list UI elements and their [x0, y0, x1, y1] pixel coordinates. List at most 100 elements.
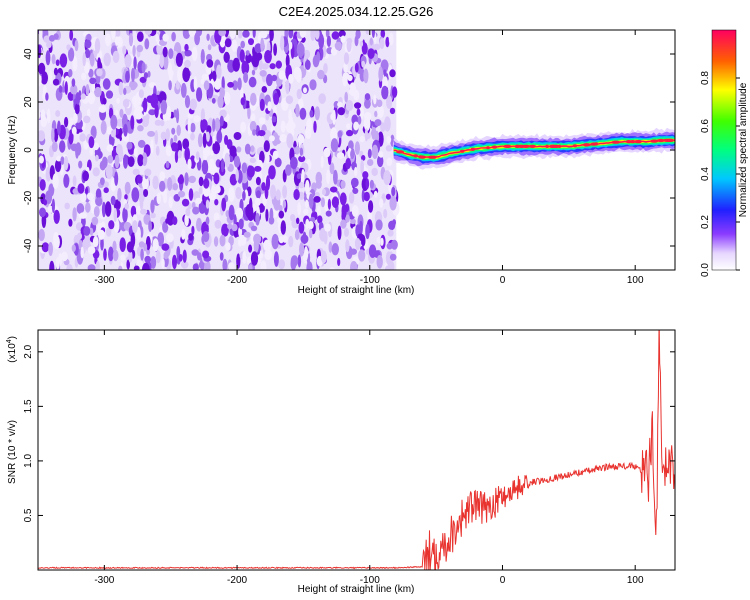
spectrogram-noise-cell [295, 103, 300, 118]
spectrogram-noise-cell [295, 67, 302, 83]
spectrogram-noise-cell [238, 237, 243, 247]
spectrogram-noise-cell [354, 166, 358, 177]
spectrogram-noise-cell [59, 140, 66, 153]
spectrogram-noise-cell [238, 218, 244, 230]
snr-x-label: Height of straight line (km) [298, 584, 415, 595]
spectrogram-y-tick-label: 40 [23, 48, 34, 60]
spectrogram-noise-cell [269, 63, 276, 70]
snr-y-tick-label: 0.5 [23, 508, 34, 522]
spectrogram-noise-cell [367, 148, 372, 159]
spectrogram-noise-cell [278, 259, 286, 270]
spectrogram-noise-cell [317, 205, 321, 219]
spectrogram-noise-cell [371, 167, 379, 177]
spectrogram-noise-cell [313, 120, 317, 133]
spectrogram-noise-cell [244, 143, 251, 155]
spectrogram-noise-cell [240, 171, 249, 184]
spectrogram-noise-cell [187, 113, 194, 119]
spectrogram-noise-cell [139, 196, 144, 210]
spectrogram-noise-cell [255, 212, 260, 226]
spectrogram-noise-cell [371, 30, 375, 38]
spectrogram-noise-cell [329, 162, 335, 175]
figure-title: C2E4.2025.034.12.25.G26 [279, 4, 434, 19]
spectrogram-noise-cell [106, 144, 114, 152]
spectrogram-noise-cell [66, 263, 73, 270]
spectrogram-noise-cell [316, 51, 321, 64]
spectrogram-noise-cell [128, 250, 133, 263]
spectrogram-noise-cell [271, 132, 279, 147]
spectrogram-noise-cell [314, 30, 320, 40]
spectrogram-noise-cell [165, 160, 170, 169]
spectrogram-noise-cell [346, 123, 351, 130]
spectrogram-noise-cell [255, 190, 261, 199]
spectrogram-noise-cell [93, 206, 100, 218]
spectrogram-noise-cell [260, 30, 268, 39]
spectrogram-noise-cell [196, 87, 203, 102]
spectrogram-noise-cell [43, 35, 51, 43]
spectrogram-noise-cell [289, 116, 294, 129]
spectrogram-noise-cell [362, 39, 366, 55]
spectrogram-noise-cell [359, 135, 366, 142]
spectrogram-noise-cell [247, 105, 251, 120]
spectrogram-noise-cell [309, 109, 314, 118]
spectrogram-noise-cell [345, 239, 350, 253]
spectrogram-noise-cell [320, 250, 327, 264]
spectrogram-noise-cell [365, 30, 370, 35]
spectrogram-noise-cell [144, 30, 153, 35]
spectrogram-noise-cell [239, 49, 245, 63]
spectrogram-noise-cell [323, 147, 331, 158]
spectrogram-noise-cell [197, 133, 203, 148]
spectrogram-noise-cell [213, 212, 220, 222]
spectrogram-noise-cell [358, 249, 366, 262]
spectrogram-noise-cell [55, 110, 61, 117]
spectrogram-noise-cell [355, 238, 361, 251]
spectrogram-noise-cell [141, 61, 146, 74]
spectrogram-noise-cell [43, 199, 48, 206]
spectrogram-noise-cell [102, 97, 107, 105]
spectrogram-noise-cell [219, 87, 225, 99]
spectrogram-noise-cell [192, 206, 200, 215]
spectrogram-track-peak [545, 144, 549, 148]
spectrogram-noise-cell [327, 198, 331, 210]
spectrogram-noise-cell [123, 154, 128, 169]
spectrogram-noise-cell [124, 194, 128, 200]
spectrogram-noise-cell [136, 175, 143, 184]
spectrogram-noise-cell [192, 263, 199, 270]
spectrogram-noise-cell [185, 207, 191, 217]
spectrogram-noise-cell [201, 73, 210, 80]
spectrogram-noise-cell [143, 189, 149, 197]
spectrogram-noise-cell [176, 124, 181, 136]
spectrogram-noise-cell [280, 120, 286, 133]
spectrogram-noise-cell [268, 165, 276, 180]
spectrogram-noise-cell [212, 70, 217, 82]
snr-x-tick-label: -100 [360, 575, 380, 586]
spectrogram-noise-cell [346, 129, 354, 137]
spectrogram-noise-cell [265, 208, 269, 222]
spectrogram-noise-cell [243, 231, 251, 238]
spectrogram-noise-cell [95, 260, 100, 270]
spectrogram-noise-cell [181, 228, 186, 240]
spectrogram-noise-cell [97, 229, 105, 240]
spectrogram-noise-cell [304, 179, 310, 195]
spectrogram-noise-cell [110, 195, 116, 206]
spectrogram-noise-cell [39, 207, 46, 218]
spectrogram-noise-cell [365, 248, 370, 255]
spectrogram-noise-cell [328, 267, 336, 270]
spectrogram-noise-cell [184, 43, 189, 52]
spectrogram-noise-cell [369, 179, 374, 189]
spectrogram-noise-cell [165, 145, 172, 157]
spectrogram-noise-cell [363, 68, 369, 84]
spectrogram-noise-cell [130, 232, 136, 248]
spectrogram-noise-cell [182, 67, 191, 83]
spectrogram-noise-cell [242, 190, 246, 201]
spectrogram-noise-cell [213, 236, 219, 247]
spectrogram-noise-cell [317, 215, 323, 224]
spectrogram-noise-cell [272, 208, 278, 218]
spectrogram-noise-cell [123, 87, 127, 96]
spectrogram-noise-cell [71, 126, 77, 135]
spectrogram-noise-cell [336, 152, 345, 159]
spectrogram-noise-cell [296, 173, 302, 180]
spectrogram-noise-cell [354, 62, 359, 73]
spectrogram-noise-cell [269, 30, 274, 42]
spectrogram-noise-cell [282, 235, 288, 243]
spectrogram-track-peak [486, 146, 490, 150]
